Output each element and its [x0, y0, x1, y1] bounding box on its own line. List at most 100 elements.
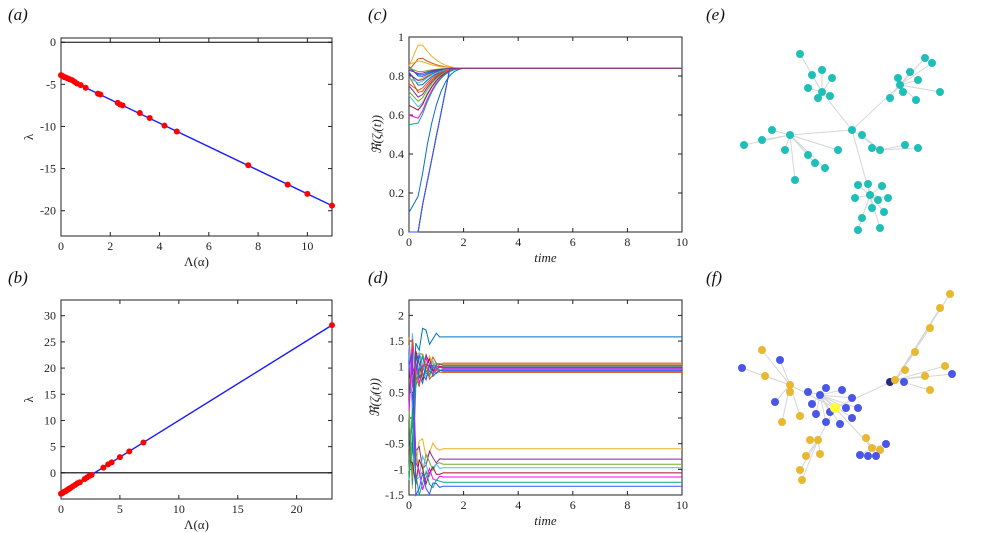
- y-tick-label: 0.6: [389, 108, 404, 122]
- network-node: [862, 434, 870, 442]
- network-node: [738, 364, 746, 372]
- x-tick-label: 0: [406, 235, 412, 249]
- x-tick-label: 2: [461, 498, 467, 512]
- network-hub: [830, 403, 840, 413]
- x-tick-label: 10: [676, 498, 688, 512]
- network-edge: [819, 394, 827, 423]
- network-edge: [899, 62, 933, 86]
- network-node: [814, 94, 822, 102]
- network-edge: [764, 375, 791, 386]
- network-node: [891, 376, 899, 384]
- network-node: [876, 146, 884, 154]
- y-tick-label: 1: [398, 360, 404, 374]
- network-edge: [851, 84, 901, 131]
- panel-label-f: (f): [706, 268, 722, 287]
- network-node: [864, 452, 872, 460]
- network-node: [882, 440, 890, 448]
- y-tick-label: 25: [44, 335, 56, 349]
- series-line: [408, 67, 682, 213]
- series-line: [408, 407, 682, 496]
- data-point: [76, 479, 83, 486]
- data-point: [146, 115, 153, 122]
- series-line: [408, 67, 682, 102]
- y-tick-label: 0: [398, 411, 404, 425]
- series-line: [408, 354, 682, 470]
- chart-d-time-series: 0 2 4 6 8 10 -1.5 -1 -0.5 0 0.5 1 1.5 2 time ℜ(ζⱼ(t)): [367, 299, 688, 528]
- x-tick-label: 6: [206, 239, 212, 253]
- network-edge: [801, 439, 819, 481]
- network-node: [786, 381, 794, 389]
- network-node: [851, 194, 859, 202]
- network-edge: [789, 134, 839, 151]
- data-point: [108, 459, 115, 466]
- network-edge: [819, 394, 847, 409]
- data-point: [126, 448, 133, 455]
- series-line: [408, 344, 682, 384]
- x-tick-label: 4: [157, 239, 163, 253]
- network-node: [796, 412, 804, 420]
- network-node: [899, 88, 907, 96]
- series-line: [408, 350, 682, 461]
- network-node: [796, 466, 804, 474]
- y-tick-label: 2: [398, 308, 404, 322]
- network-node: [884, 194, 892, 202]
- network-node: [758, 346, 766, 354]
- data-point: [82, 84, 89, 91]
- network-edge: [789, 384, 836, 409]
- network-node: [758, 136, 766, 144]
- y-axis-label: ℜ(ζⱼ(t)): [369, 115, 384, 154]
- network-e: [740, 50, 944, 234]
- network-node: [761, 372, 769, 380]
- panel-label-a: (a): [8, 5, 28, 24]
- network-node: [880, 208, 888, 216]
- data-point: [119, 102, 126, 109]
- series-line: [409, 67, 682, 233]
- chart-c-time-series: 0 2 4 6 8 10 0 0.2 0.4 0.6 0.8 1 time ℜ(ζⱼ(t)): [369, 30, 688, 265]
- data-point: [116, 454, 123, 461]
- x-tick-label: 6: [570, 235, 576, 249]
- y-tick-label: 0.2: [389, 186, 404, 200]
- x-tick-label: 0: [406, 498, 412, 512]
- network-node: [878, 182, 886, 190]
- network-node: [786, 131, 794, 139]
- series-line: [408, 352, 682, 489]
- network-node: [848, 394, 856, 402]
- y-tick-label: 0.5: [389, 385, 404, 399]
- plot-frame: [408, 36, 683, 233]
- network-node: [926, 386, 934, 394]
- x-axis-label: time: [534, 250, 557, 265]
- network-node: [856, 451, 864, 459]
- y-axis-label: λ: [21, 133, 36, 140]
- series-line: [409, 67, 682, 233]
- data-point: [140, 439, 147, 446]
- network-edge: [761, 134, 791, 141]
- network-node: [776, 356, 784, 364]
- series-line: [408, 351, 682, 401]
- network-node: [911, 348, 919, 356]
- series-line: [408, 356, 682, 485]
- network-node: [834, 146, 842, 154]
- network-node: [921, 54, 929, 62]
- data-point: [136, 109, 143, 116]
- network-node: [822, 418, 830, 426]
- y-tick-label: 0.8: [389, 69, 404, 83]
- y-tick-label: -20: [40, 204, 56, 218]
- y-tick-label: 1.5: [389, 334, 404, 348]
- network-edge: [819, 394, 853, 399]
- network-node: [914, 144, 922, 152]
- x-tick-label: 10: [173, 502, 185, 516]
- network-node: [901, 366, 909, 374]
- network-node: [786, 388, 794, 396]
- series-line: [408, 346, 682, 491]
- network-node: [814, 436, 822, 444]
- network-node: [818, 88, 826, 96]
- x-tick-label: 4: [515, 498, 521, 512]
- data-point: [173, 128, 180, 135]
- network-node: [811, 159, 819, 167]
- network-edge: [789, 134, 796, 181]
- network-node: [812, 410, 820, 418]
- x-tick-label: 5: [117, 502, 123, 516]
- series-line: [408, 338, 682, 413]
- network-node: [912, 96, 920, 104]
